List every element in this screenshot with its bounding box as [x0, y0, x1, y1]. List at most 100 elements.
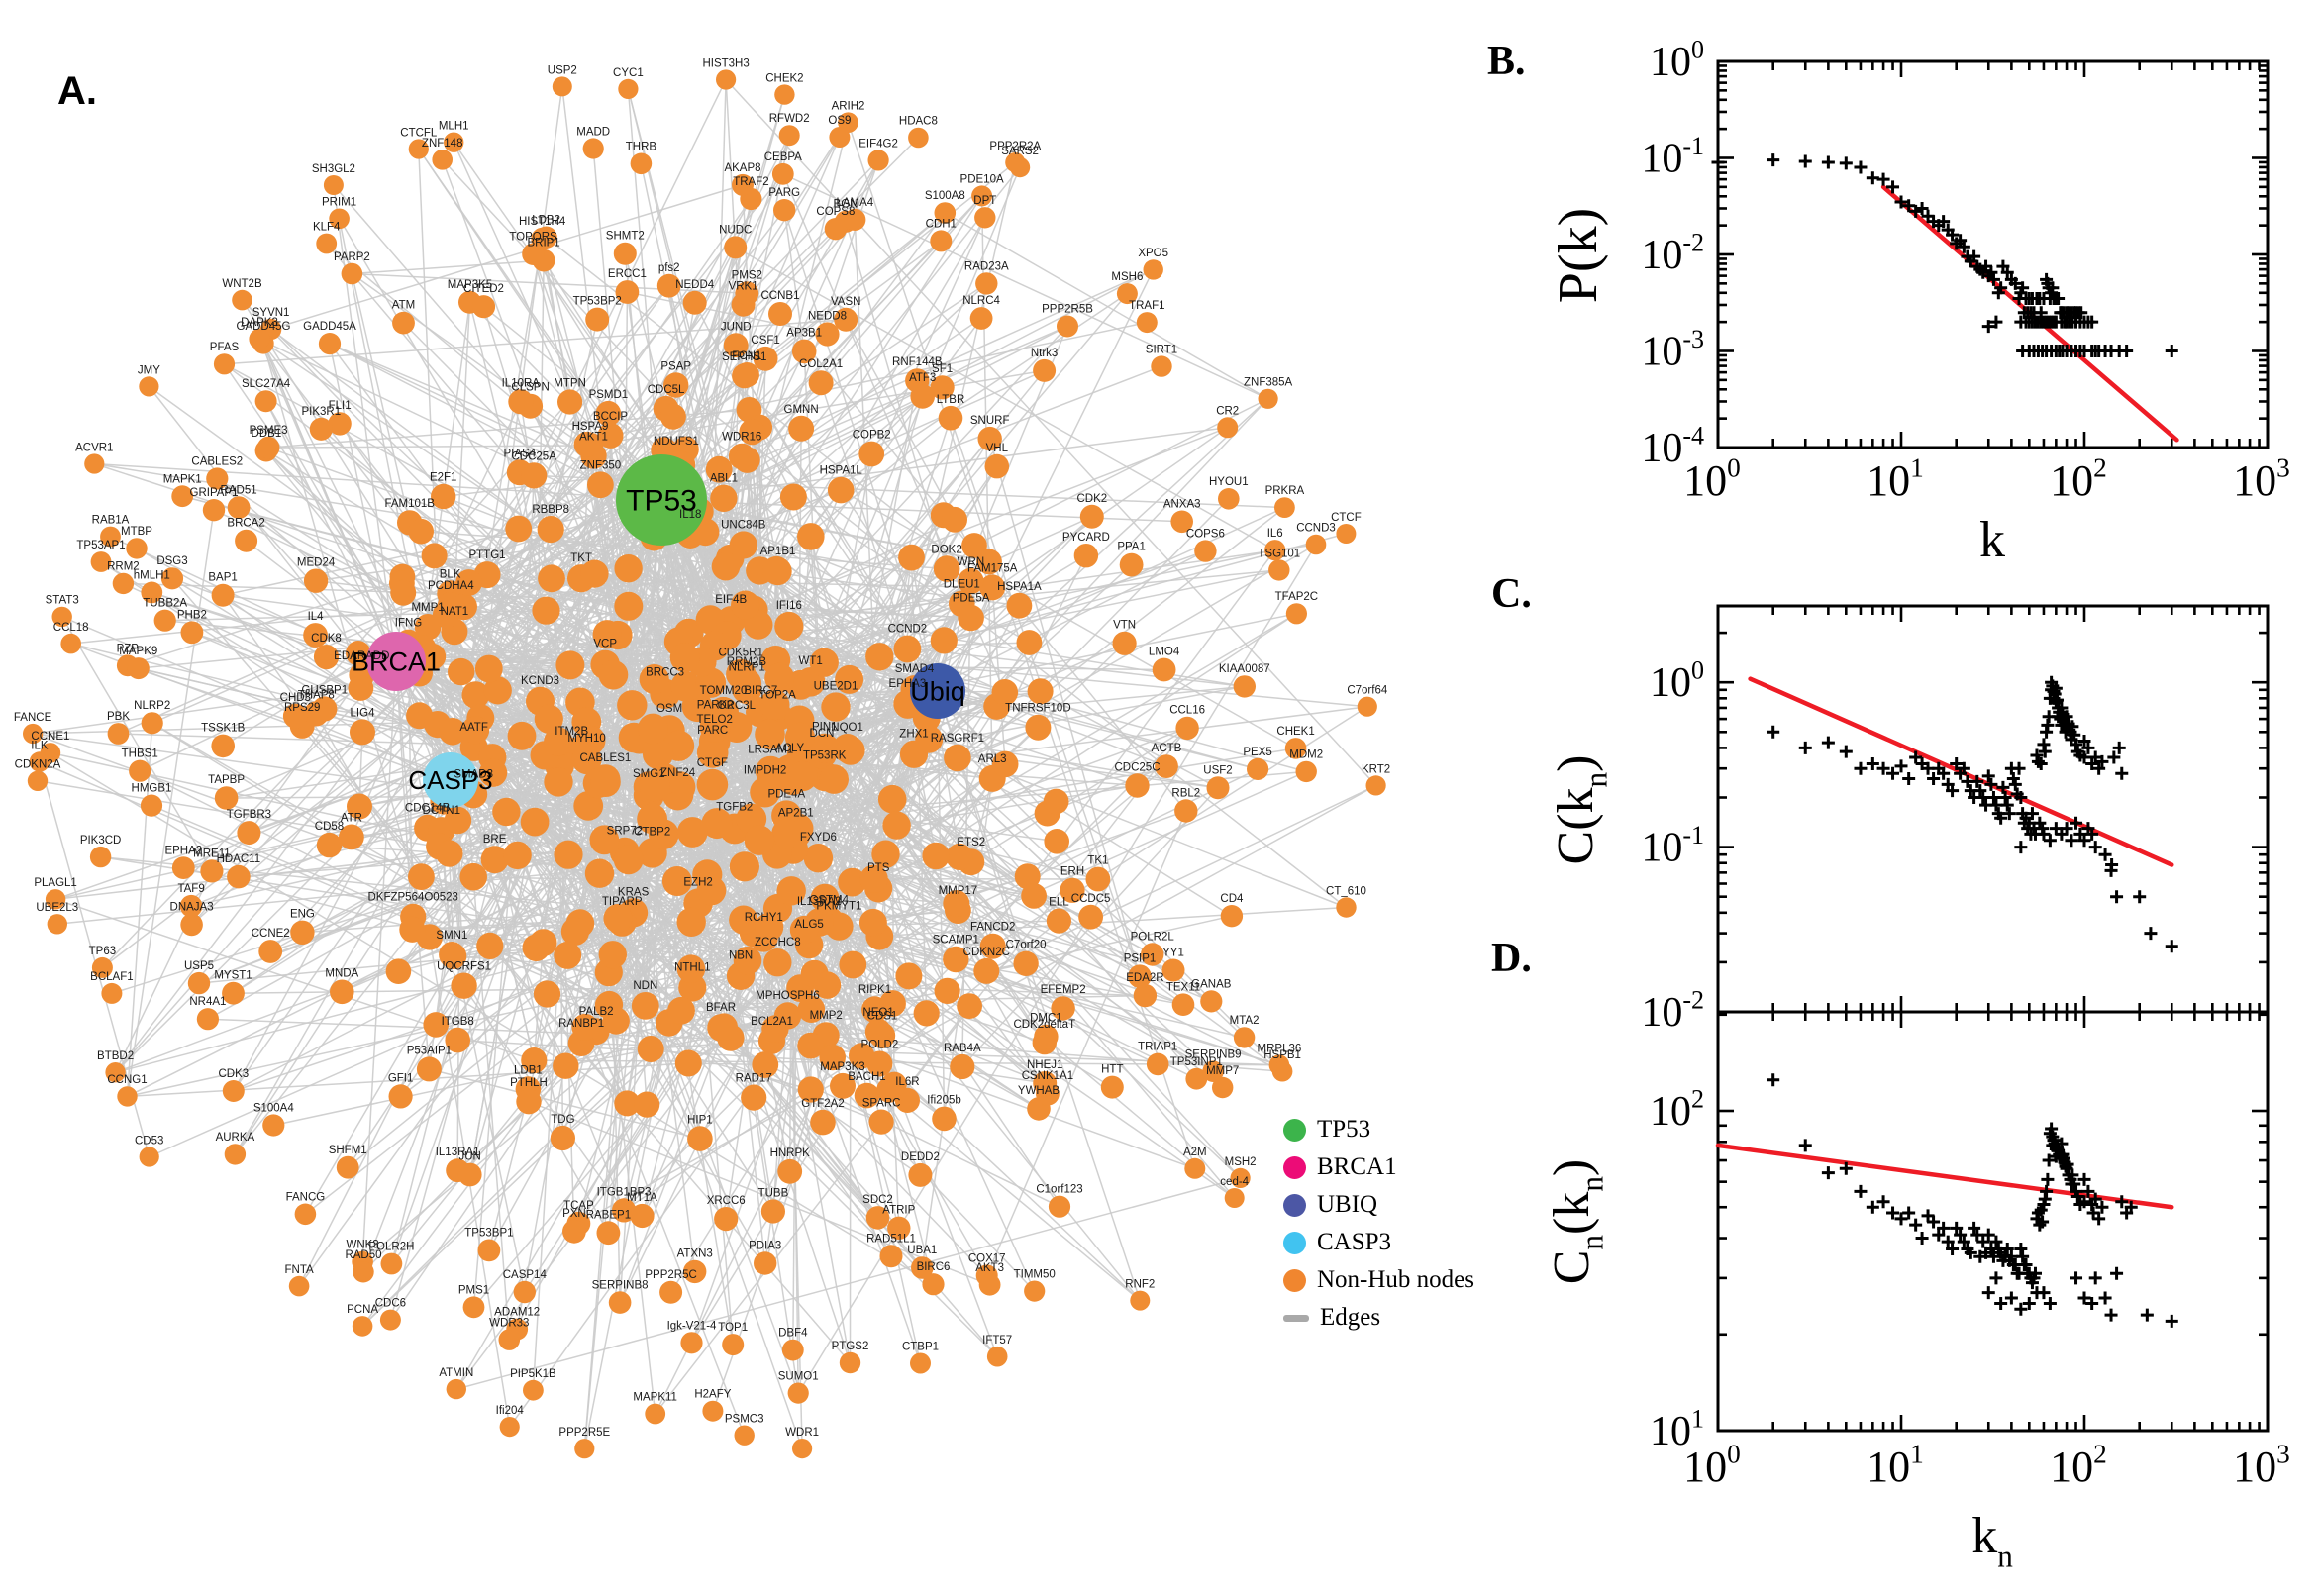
- network-edge: [233, 671, 462, 1092]
- network-node: [922, 1273, 945, 1296]
- network-node: [457, 1162, 482, 1187]
- network-node-label: TCAP: [563, 1200, 594, 1212]
- data-point: [2105, 858, 2119, 872]
- data-point: [2098, 848, 2112, 861]
- network-node: [708, 696, 739, 728]
- network-node-label: GTF2A2: [801, 1098, 844, 1110]
- network-node-label: ZNF385A: [1244, 377, 1293, 389]
- network-node: [462, 1296, 485, 1319]
- network-node: [595, 400, 622, 427]
- network-edge: [608, 748, 849, 1006]
- data-point: [1902, 199, 1916, 213]
- data-point: [2043, 834, 2057, 848]
- network-node-labels: TP53RK KIAA0087 THAP8 CDC14B DSG3 NTHL1 VRK1 GT…: [14, 57, 1390, 1439]
- panel-c-plot: 100 10-1 10-2 C(kn): [1548, 604, 2270, 1036]
- network-node-label: CTCF: [1331, 512, 1362, 524]
- data-point: [1821, 1166, 1835, 1180]
- network-node: [859, 864, 888, 893]
- network-node: [51, 606, 72, 628]
- network-node: [777, 1158, 803, 1184]
- network-node: [710, 1013, 738, 1041]
- network-node: [881, 1071, 907, 1098]
- network-node: [557, 389, 583, 415]
- axis-tick-label: 10-2: [1641, 228, 1704, 278]
- network-node: [676, 817, 708, 848]
- network-node-label: MRPL36: [1258, 1043, 1302, 1054]
- data-point: [2077, 750, 2091, 764]
- network-edge: [961, 581, 972, 1067]
- data-point: [2008, 777, 2022, 791]
- data-point: [2012, 761, 2026, 775]
- network-node-label: LRSAM1: [748, 745, 793, 756]
- data-point: [1767, 725, 1780, 739]
- data-point: [1989, 1235, 2003, 1248]
- network-edge: [929, 738, 1219, 789]
- network-node: [129, 759, 152, 782]
- network-node: [858, 908, 887, 937]
- network-node: [979, 574, 1006, 601]
- network-node-label: PCDHA4: [428, 580, 474, 592]
- network-node-label: COX17: [968, 1253, 1006, 1265]
- network-node-label: RAD51L1: [866, 1233, 916, 1245]
- network-node-label: GMNN: [784, 404, 819, 416]
- network-node-label: CD53: [135, 1135, 163, 1147]
- network-edge: [101, 660, 397, 968]
- network-node: [556, 650, 585, 680]
- network-node: [1217, 417, 1239, 439]
- network-node-label: NLRP1: [729, 662, 765, 674]
- network-edge: [456, 819, 998, 1357]
- network-node: [961, 533, 987, 558]
- network-node-label: AP2B1: [778, 807, 814, 819]
- network-node: [22, 723, 44, 745]
- data-point: [2000, 265, 2014, 279]
- network-edge: [445, 614, 647, 1007]
- network-node-label: JUN: [459, 1151, 481, 1163]
- network-node-label: BTBD2: [97, 1050, 134, 1062]
- network-node: [1060, 877, 1085, 903]
- data-point: [1946, 784, 1960, 798]
- network-node-label: ADAM12: [494, 1307, 540, 1319]
- network-node-label: RNF144B: [892, 356, 943, 368]
- data-point: [1986, 1249, 2000, 1263]
- network-node: [227, 496, 251, 519]
- network-node: [187, 971, 211, 995]
- data-point: [2008, 276, 2022, 290]
- network-node-label: NDN: [633, 980, 657, 992]
- network-node: [1202, 1060, 1224, 1082]
- axis-tick-label: 103: [2233, 453, 2290, 505]
- network-node-label: TGFB2: [716, 802, 753, 814]
- data-point: [2070, 738, 2083, 751]
- network-node-label: PRKRA: [1265, 485, 1305, 497]
- network-node: [582, 138, 604, 159]
- x-axis-title-b: k: [1979, 512, 2005, 568]
- network-node: [380, 1252, 403, 1275]
- legend-label: Edges: [1320, 1304, 1381, 1331]
- network-node: [211, 734, 235, 758]
- network-node: [1136, 312, 1158, 334]
- network-node-label: VHL: [986, 443, 1009, 454]
- network-node-label: CTBP1: [902, 1342, 939, 1353]
- data-point: [2088, 841, 2102, 854]
- network-node-label: CHD3: [280, 692, 311, 704]
- network-node-label: C1orf123: [1036, 1184, 1082, 1196]
- network-node-label: SARS2: [1001, 146, 1039, 157]
- network-node: [976, 549, 1002, 575]
- network-node-label: USF2: [1203, 764, 1232, 776]
- network-node-label: HSPA9: [572, 421, 609, 433]
- network-node-label: CDC6: [375, 1298, 406, 1310]
- data-point: [2165, 1314, 2178, 1328]
- network-node: [436, 840, 463, 867]
- data-point: [2055, 1137, 2069, 1150]
- network-node: [141, 581, 163, 604]
- network-node-label: NLRP2: [134, 700, 170, 712]
- network-node-label: CDK5R1: [719, 648, 763, 659]
- data-point: [1798, 154, 1812, 168]
- panel-a-network: TP53RK KIAA0087 THAP8 CDC14B DSG3 NTHL1 VRK1 GT…: [14, 57, 1474, 1459]
- network-node: [237, 821, 261, 846]
- data-point: [1984, 265, 1998, 279]
- network-node-label: MYH10: [567, 733, 605, 745]
- network-node: [573, 791, 604, 821]
- network-node: [1146, 1052, 1169, 1076]
- network-node-label: JUND: [721, 321, 752, 333]
- network-node-label: MMP17: [939, 885, 978, 897]
